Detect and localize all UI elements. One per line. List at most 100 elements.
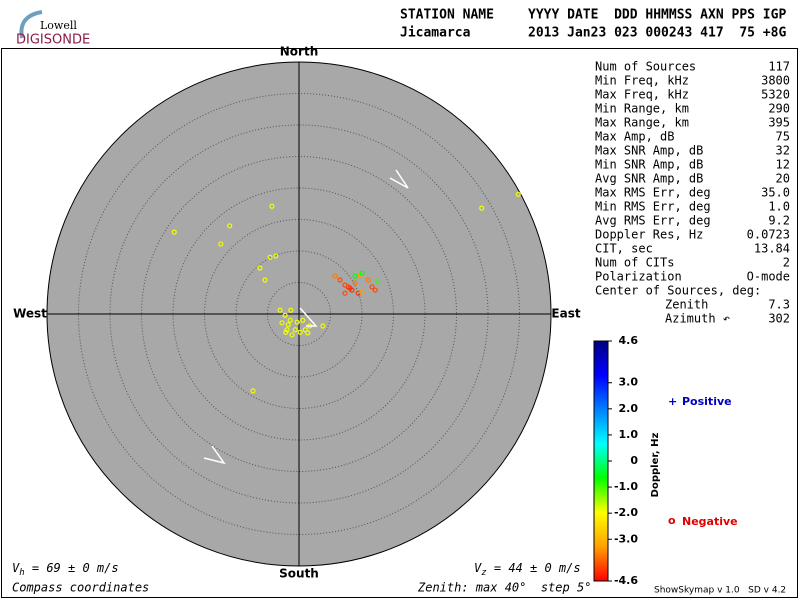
compass-label: North xyxy=(280,45,318,59)
source-point xyxy=(349,287,355,293)
source-point xyxy=(171,229,177,235)
colorbar xyxy=(593,340,609,582)
stat-value: 9.2 xyxy=(768,214,790,228)
plot: North South West East xyxy=(13,45,581,581)
stat-value: O-mode xyxy=(747,270,790,284)
stat-value: 35.0 xyxy=(761,186,790,200)
stat-value: 75 xyxy=(776,130,790,144)
source-point xyxy=(288,307,294,313)
center-value: 7.3 xyxy=(768,298,790,312)
stat-value: 395 xyxy=(768,116,790,130)
source-point xyxy=(287,317,293,323)
frame xyxy=(1,48,798,598)
stat-value: 0.0723 xyxy=(747,228,790,242)
logo-text: Lowell xyxy=(40,19,77,32)
colorbar-tick-label: 0 xyxy=(630,454,638,467)
source-point xyxy=(375,278,381,284)
arrow xyxy=(389,169,409,189)
colorbar-tick-label: -4.6 xyxy=(614,574,638,587)
stat-value: 1.0 xyxy=(768,200,790,214)
arrow xyxy=(203,445,226,465)
source-point xyxy=(297,329,303,335)
source-point xyxy=(305,330,311,336)
logo-text: DIGISONDE xyxy=(16,33,90,48)
source-point xyxy=(352,273,358,279)
stat-label: Avg RMS Err, deg xyxy=(595,214,711,228)
source-point xyxy=(285,322,291,328)
source-point xyxy=(273,253,279,259)
header-text: STATION NAME xyxy=(400,8,494,23)
stat-label: Max RMS Err, deg xyxy=(595,186,711,200)
source-point xyxy=(352,280,358,286)
stat-label: Num of Sources xyxy=(595,60,696,74)
stat-label: Max Amp, dB xyxy=(595,130,674,144)
center-arrow xyxy=(299,307,318,327)
compass-label: East xyxy=(551,307,580,321)
source-point xyxy=(279,320,285,326)
header-text: Jicamarca xyxy=(400,26,471,41)
stat-label: Min Freq, kHz xyxy=(595,74,689,88)
center-value: 302 xyxy=(768,312,790,326)
stat-label: Max Range, km xyxy=(595,116,689,130)
source-point xyxy=(365,277,371,283)
source-point xyxy=(359,270,365,276)
vh-v: V xyxy=(12,561,20,575)
compass-label: West xyxy=(13,307,47,321)
source-point xyxy=(218,241,224,247)
vz-v: V xyxy=(474,561,482,575)
colorbar-tick-label: 2.0 xyxy=(619,402,639,415)
stat-label: Polarization xyxy=(595,270,682,284)
colorbar-tick-label: -1.0 xyxy=(614,480,638,493)
center-label: Azimuth ↶ xyxy=(665,312,730,326)
source-point xyxy=(250,388,256,394)
stat-value: 12 xyxy=(776,158,790,172)
stat-value: 290 xyxy=(768,102,790,116)
vz: Vz = 44 ± 0 m/s xyxy=(474,561,581,578)
stat-value: 3800 xyxy=(761,74,790,88)
source-point xyxy=(262,277,268,283)
logo-swoosh xyxy=(19,10,43,39)
vz-rest: = 44 ± 0 m/s xyxy=(487,561,581,575)
footer-version: ShowSkymap v 1.0 SD v 4.2 xyxy=(654,586,786,596)
source-point xyxy=(337,277,343,283)
stat-label: Avg SNR Amp, dB xyxy=(595,172,703,186)
center-title: Center of Sources, deg: xyxy=(595,284,761,298)
footer-coords: Compass coordinates xyxy=(12,581,149,595)
colorbar-label: Doppler, Hz xyxy=(650,433,661,498)
legend-text: Negative xyxy=(682,515,738,528)
source-point xyxy=(282,312,288,318)
source-point xyxy=(342,282,348,288)
source-point xyxy=(359,289,365,295)
stat-label: Doppler Res, Hz xyxy=(595,228,703,242)
colorbar-tick-label: 3.0 xyxy=(619,376,639,389)
stat-value: 5320 xyxy=(761,88,790,102)
colorbar-tick-label: 4.6 xyxy=(619,334,639,347)
stat-label: Num of CITs xyxy=(595,256,674,270)
footer-zenith: Zenith: max 40° step 5° xyxy=(417,581,591,595)
source-point xyxy=(294,319,300,325)
source-point xyxy=(302,327,308,333)
source-point xyxy=(289,332,295,338)
vh-sub: h xyxy=(19,568,24,578)
legend-symbol: + xyxy=(668,395,677,408)
stat-label: Max SNR Amp, dB xyxy=(595,144,703,158)
stat-label: Min RMS Err, deg xyxy=(595,200,711,214)
legend-symbol: o xyxy=(668,514,676,527)
source-point xyxy=(332,273,338,279)
stat-value: 32 xyxy=(776,144,790,158)
legend-text: Positive xyxy=(682,395,732,408)
stat-label: Min Range, km xyxy=(595,102,689,116)
stat-value: 20 xyxy=(776,172,790,186)
stat-value: 13.84 xyxy=(754,242,790,256)
source-point xyxy=(300,317,306,323)
source-point xyxy=(284,327,290,333)
stat-label: Min SNR Amp, dB xyxy=(595,158,703,172)
source-point xyxy=(372,287,378,293)
source-point xyxy=(277,307,283,313)
source-point xyxy=(267,254,273,260)
stat-value: 2 xyxy=(783,256,790,270)
source-point xyxy=(269,203,275,209)
stat-label: Max Freq, kHz xyxy=(595,88,689,102)
source-point xyxy=(320,323,326,329)
